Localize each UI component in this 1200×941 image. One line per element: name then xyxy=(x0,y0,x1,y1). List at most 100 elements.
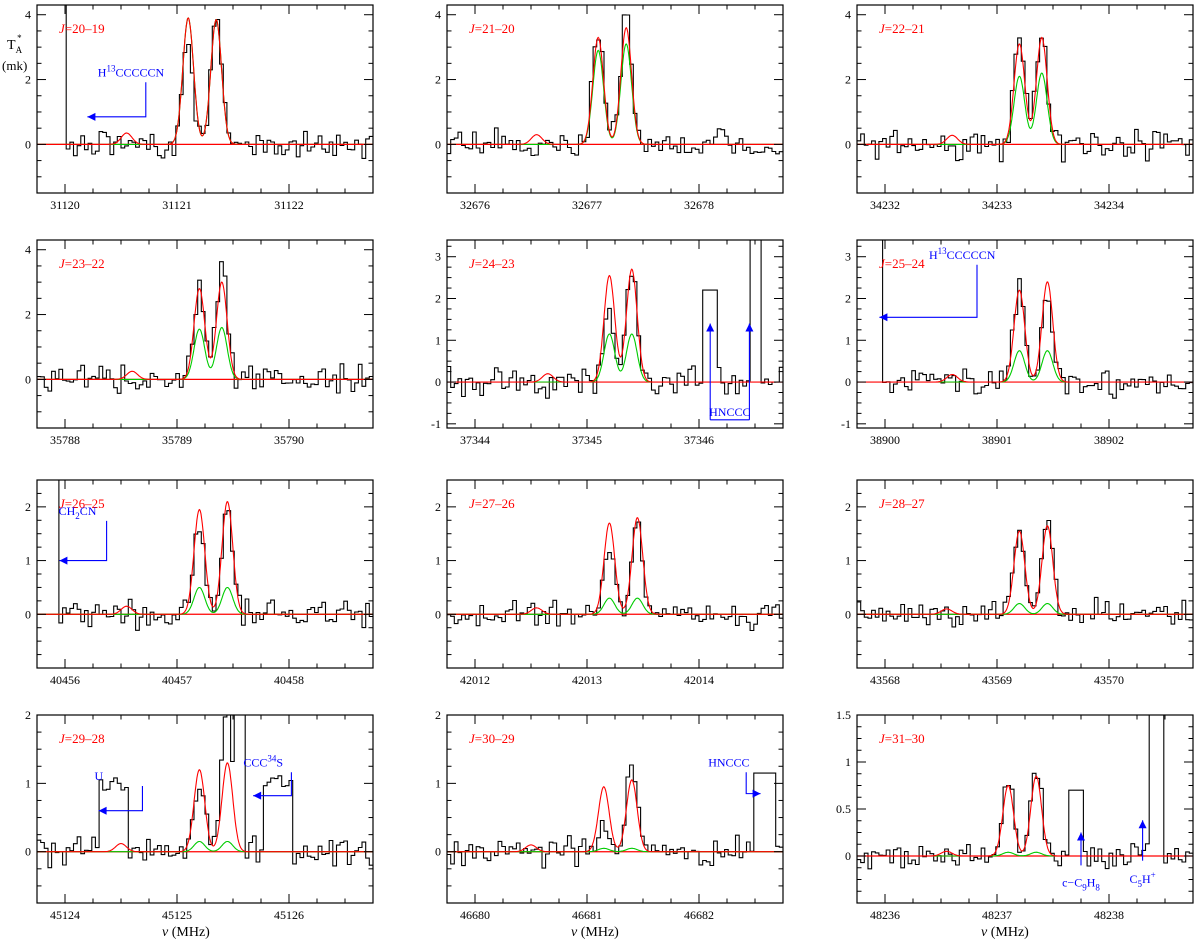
x-tick-label: 43568 xyxy=(870,673,900,687)
plot-area xyxy=(447,517,783,632)
x-tick-label: 34232 xyxy=(870,198,900,212)
x-tick-label: 48236 xyxy=(870,908,900,922)
y-tick-label: 0 xyxy=(25,137,31,151)
x-tick-label: 37344 xyxy=(460,433,490,447)
x-tick-label: 35788 xyxy=(50,433,80,447)
panel-4: 35788 35789 35790 0 2 4 J=23–22 xyxy=(25,239,374,447)
total-fit xyxy=(37,762,373,853)
total-fit xyxy=(37,281,373,380)
plot-area xyxy=(857,240,1193,399)
panel-8: 42012 42013 42014 0 1 2 J=27–26 xyxy=(435,479,784,687)
ticks: 31120 31121 31122 0 2 4 xyxy=(25,5,374,212)
x-axis-label-col3: ν (MHz) xyxy=(981,925,1029,940)
x-tick-label: 40458 xyxy=(274,673,304,687)
y-tick-label: 1 xyxy=(435,554,441,568)
y-tick-label: 0 xyxy=(845,137,851,151)
ticks: 35788 35789 35790 0 2 4 xyxy=(25,240,374,447)
plot-area xyxy=(37,5,373,159)
observed-spectrum xyxy=(857,519,1193,628)
y-tick-label: 4 xyxy=(25,243,31,257)
plot-area xyxy=(447,240,783,399)
annotations: HNCCC xyxy=(706,323,754,421)
x-tick-label: 46681 xyxy=(572,908,602,922)
y-tick-label: -1 xyxy=(841,417,851,431)
total-fit xyxy=(857,36,1193,145)
y-tick-label: 2 xyxy=(25,500,31,514)
observed-spectrum xyxy=(37,261,373,394)
ticks: 46680 46681 46682 0 1 2 xyxy=(435,708,784,922)
ticks: 42012 42013 42014 0 1 2 xyxy=(435,479,784,687)
x-tick-label: 43569 xyxy=(982,673,1012,687)
plot-area xyxy=(857,519,1193,628)
x-tick-label: 38901 xyxy=(982,433,1012,447)
transition-label: J=27–26 xyxy=(469,496,515,511)
transition-label: J=20–19 xyxy=(59,21,105,36)
y-tick-label: 0 xyxy=(845,849,851,863)
y-tick-label: 1 xyxy=(845,554,851,568)
transition-label: J=28–27 xyxy=(879,496,925,511)
x-tick-label: 38900 xyxy=(870,433,900,447)
observed-spectrum xyxy=(447,521,783,632)
observed-spectrum xyxy=(447,764,783,869)
total-fit xyxy=(37,17,373,145)
panel-1: 31120 31121 31122 0 2 4 J=20–19 H13CCCCCN xyxy=(25,4,374,212)
transition-label: J=29–28 xyxy=(59,731,105,746)
ticks: 32676 32677 32678 0 2 4 xyxy=(435,5,784,212)
x-tick-label: 32678 xyxy=(684,198,714,212)
9.annotations.0.text: U xyxy=(94,769,103,783)
y-tick-label: 0 xyxy=(25,845,31,859)
component-fit xyxy=(857,603,1193,615)
annotations: U CCC34S xyxy=(94,753,292,815)
x-tick-label: 46680 xyxy=(460,908,490,922)
x-axis-label-col1: ν (MHz) xyxy=(162,925,210,940)
panel-6: 38900 38901 38902 -1 0 1 2 3 J=25–24 H13CCCCCN xyxy=(841,239,1194,447)
y-tick-label: 0 xyxy=(435,845,441,859)
transition-label: J=25–24 xyxy=(879,256,925,271)
total-fit xyxy=(37,500,373,615)
observed-spectrum xyxy=(447,240,783,399)
ticks: 45124 45125 45126 0 1 2 xyxy=(25,708,374,922)
x-tick-label: 31120 xyxy=(50,198,80,212)
y-tick-label: 2 xyxy=(435,73,441,87)
observed-spectrum xyxy=(857,715,1193,870)
0.annotations.0.text: H13CCCCCN xyxy=(98,63,165,79)
y-tick-label: -1 xyxy=(431,417,441,431)
11.annotations.1.text: C5H+ xyxy=(1129,870,1155,889)
ticks: 48236 48237 48238 0 0.5 1 1.5 xyxy=(836,708,1194,922)
y-tick-label: 2 xyxy=(845,500,851,514)
observed-spectrum xyxy=(37,715,373,869)
panel-12: 48236 48237 48238 0 0.5 1 1.5 J=31–30 c−C9H8 C5H+ xyxy=(836,708,1194,922)
y-tick-label: 4 xyxy=(845,8,851,22)
annotations: c−C9H8 C5H+ xyxy=(1062,820,1156,893)
x-tick-label: 37346 xyxy=(684,433,714,447)
panel-11: 46680 46681 46682 0 1 2 J=30–29 HNCCC xyxy=(435,708,784,922)
total-fit xyxy=(447,517,783,615)
y-tick-label: 2 xyxy=(25,308,31,322)
x-tick-label: 42012 xyxy=(460,673,490,687)
y-tick-label: 1.5 xyxy=(836,708,851,722)
x-axis-label-col2: ν (MHz) xyxy=(571,925,619,940)
x-tick-label: 42014 xyxy=(684,673,714,687)
total-fit xyxy=(857,524,1193,615)
plot-area xyxy=(447,14,783,157)
y-tick-label: 0 xyxy=(25,607,31,621)
y-tick-label: 2 xyxy=(25,73,31,87)
ticks: 43568 43569 43570 0 1 2 xyxy=(845,479,1194,687)
y-tick-label: 4 xyxy=(435,8,441,22)
observed-spectrum xyxy=(447,14,783,157)
6.annotations.0.text: CH2CN xyxy=(59,504,97,521)
total-fit xyxy=(447,268,783,383)
y-tick-label: 0 xyxy=(845,607,851,621)
observed-spectrum xyxy=(65,5,373,159)
x-tick-label: 32677 xyxy=(572,198,602,212)
y-tick-label: 1 xyxy=(25,776,31,790)
panel-2: 32676 32677 32678 0 2 4 J=21–20 xyxy=(435,4,784,212)
total-fit xyxy=(857,281,1193,383)
panel-9: 43568 43569 43570 0 1 2 J=28–27 xyxy=(845,479,1194,687)
y-tick-label: 0 xyxy=(435,137,441,151)
y-tick-label: 1 xyxy=(435,776,441,790)
y-tick-label: 3 xyxy=(845,250,851,264)
y-tick-label: 2 xyxy=(845,73,851,87)
x-tick-label: 35789 xyxy=(162,433,192,447)
